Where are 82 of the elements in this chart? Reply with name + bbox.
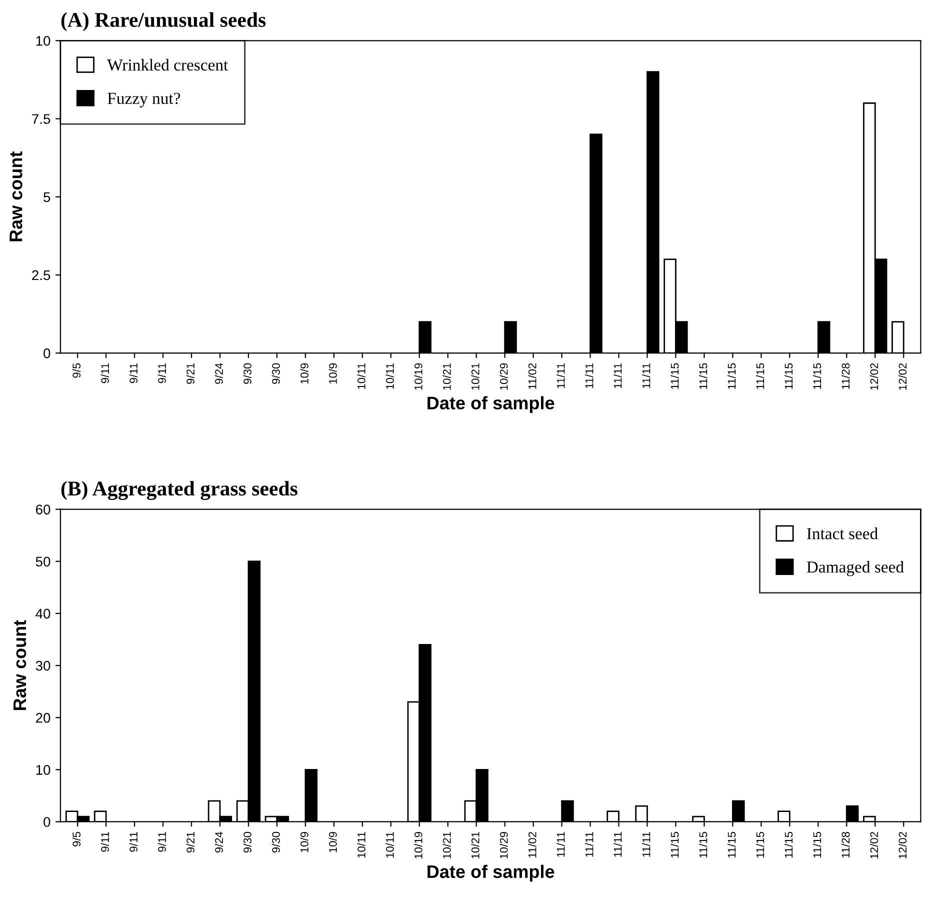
x-tick-label: 11/02	[528, 363, 536, 389]
x-tick-label: 10/11	[386, 363, 394, 389]
x-tick-label: 11/02	[528, 832, 536, 858]
x-tick-label: 10/11	[357, 832, 366, 858]
x-tick-label: 9/5	[72, 363, 81, 378]
y-tick-label: 5	[44, 192, 50, 202]
x-tick-label: 10/19	[414, 363, 422, 390]
x-tick-label: 12/02	[898, 832, 907, 858]
y-tick-label: 60	[36, 504, 50, 514]
x-tick-label: 11/15	[784, 832, 793, 858]
x-tick-label: 12/02	[898, 363, 907, 390]
x-tick-label: 11/15	[699, 363, 708, 389]
x-tick-label: 11/28	[841, 832, 850, 858]
x-tick-label: 12/02	[870, 832, 878, 858]
y-tick-label: 10	[36, 764, 50, 775]
x-tick-label: 11/11	[642, 363, 650, 388]
x-tick-label: 10/9	[328, 363, 337, 384]
x-tick-label: 10/11	[386, 832, 394, 858]
y-tick-label: 7.5	[32, 114, 50, 124]
x-tick-label: 11/11	[556, 832, 565, 857]
x-tick-label: 11/15	[728, 363, 736, 389]
y-tick-label: 40	[36, 608, 50, 619]
y-tick-label: 50	[36, 556, 50, 567]
x-tick-label: 9/30	[243, 832, 252, 853]
x-tick-label: 10/9	[328, 832, 337, 852]
x-tick-label: 11/11	[614, 832, 622, 857]
chart-title: (B) Aggregated grass seeds	[61, 480, 298, 500]
x-tick-label: 9/30	[272, 832, 280, 853]
x-tick-label: 10/29	[500, 832, 508, 858]
x-tick-label: 11/11	[614, 363, 622, 388]
x-tick-label: 9/24	[214, 363, 223, 384]
x-axis-title: Date of sample	[428, 864, 554, 882]
x-tick-label: 9/21	[186, 832, 194, 853]
legend-label: Wrinkled crescent	[107, 58, 228, 71]
x-tick-label: 11/15	[670, 363, 679, 389]
x-tick-label: 12/02	[870, 363, 878, 390]
x-tick-label: 11/15	[699, 832, 708, 858]
x-tick-label: 11/15	[728, 832, 736, 858]
x-tick-label: 11/11	[556, 363, 565, 388]
y-axis-title: Raw count	[14, 620, 26, 710]
x-tick-label: 11/15	[670, 832, 679, 858]
y-tick-label: 0	[44, 817, 50, 827]
x-tick-label: 10/29	[500, 363, 508, 390]
x-tick-label: 11/15	[812, 363, 822, 389]
x-tick-label: 9/11	[129, 832, 138, 852]
x-tick-label: 11/11	[642, 832, 650, 857]
chart-title: (A) Rare/unusual seeds	[61, 12, 266, 32]
legend-label: Intact seed	[806, 528, 878, 540]
x-tick-label: 9/30	[272, 363, 280, 384]
y-tick-label: 30	[36, 660, 50, 671]
x-tick-label: 11/28	[841, 363, 850, 389]
x-tick-label: 9/21	[186, 363, 194, 384]
legend-label: Fuzzy nut?	[108, 92, 180, 108]
x-tick-label: 11/15	[784, 363, 793, 389]
x-tick-label: 10/21	[442, 832, 451, 858]
x-tick-label: 9/11	[158, 832, 166, 852]
x-tick-label: 11/15	[812, 832, 822, 858]
x-tick-label: 11/15	[756, 363, 764, 389]
y-tick-label: 2.5	[32, 270, 50, 280]
y-tick-label: 20	[36, 712, 50, 723]
x-axis-title: Date of sample	[428, 396, 554, 413]
x-tick-label: 10/21	[471, 363, 480, 390]
y-tick-label: 0	[44, 348, 50, 358]
x-tick-label: 9/5	[72, 832, 81, 846]
x-tick-label: 10/21	[442, 363, 451, 390]
x-tick-label: 10/9	[300, 363, 308, 384]
y-tick-label: 10	[36, 36, 50, 46]
x-tick-label: 9/24	[214, 832, 223, 853]
x-tick-label: 9/11	[129, 363, 138, 384]
x-tick-label: 9/30	[243, 363, 252, 384]
x-tick-label: 10/19	[414, 832, 422, 858]
y-axis-title: Raw count	[10, 151, 22, 242]
x-tick-label: 10/11	[357, 363, 366, 389]
x-tick-label: 11/15	[756, 832, 764, 858]
x-tick-label: 9/11	[100, 363, 110, 384]
x-tick-label: 9/11	[100, 832, 110, 852]
legend-label: Damaged seed	[806, 560, 904, 576]
x-tick-label: 11/11	[585, 363, 594, 388]
x-tick-label: 10/9	[300, 832, 308, 852]
x-tick-label: 9/11	[158, 363, 166, 384]
x-tick-label: 11/11	[585, 832, 594, 857]
x-tick-label: 10/21	[471, 832, 480, 858]
